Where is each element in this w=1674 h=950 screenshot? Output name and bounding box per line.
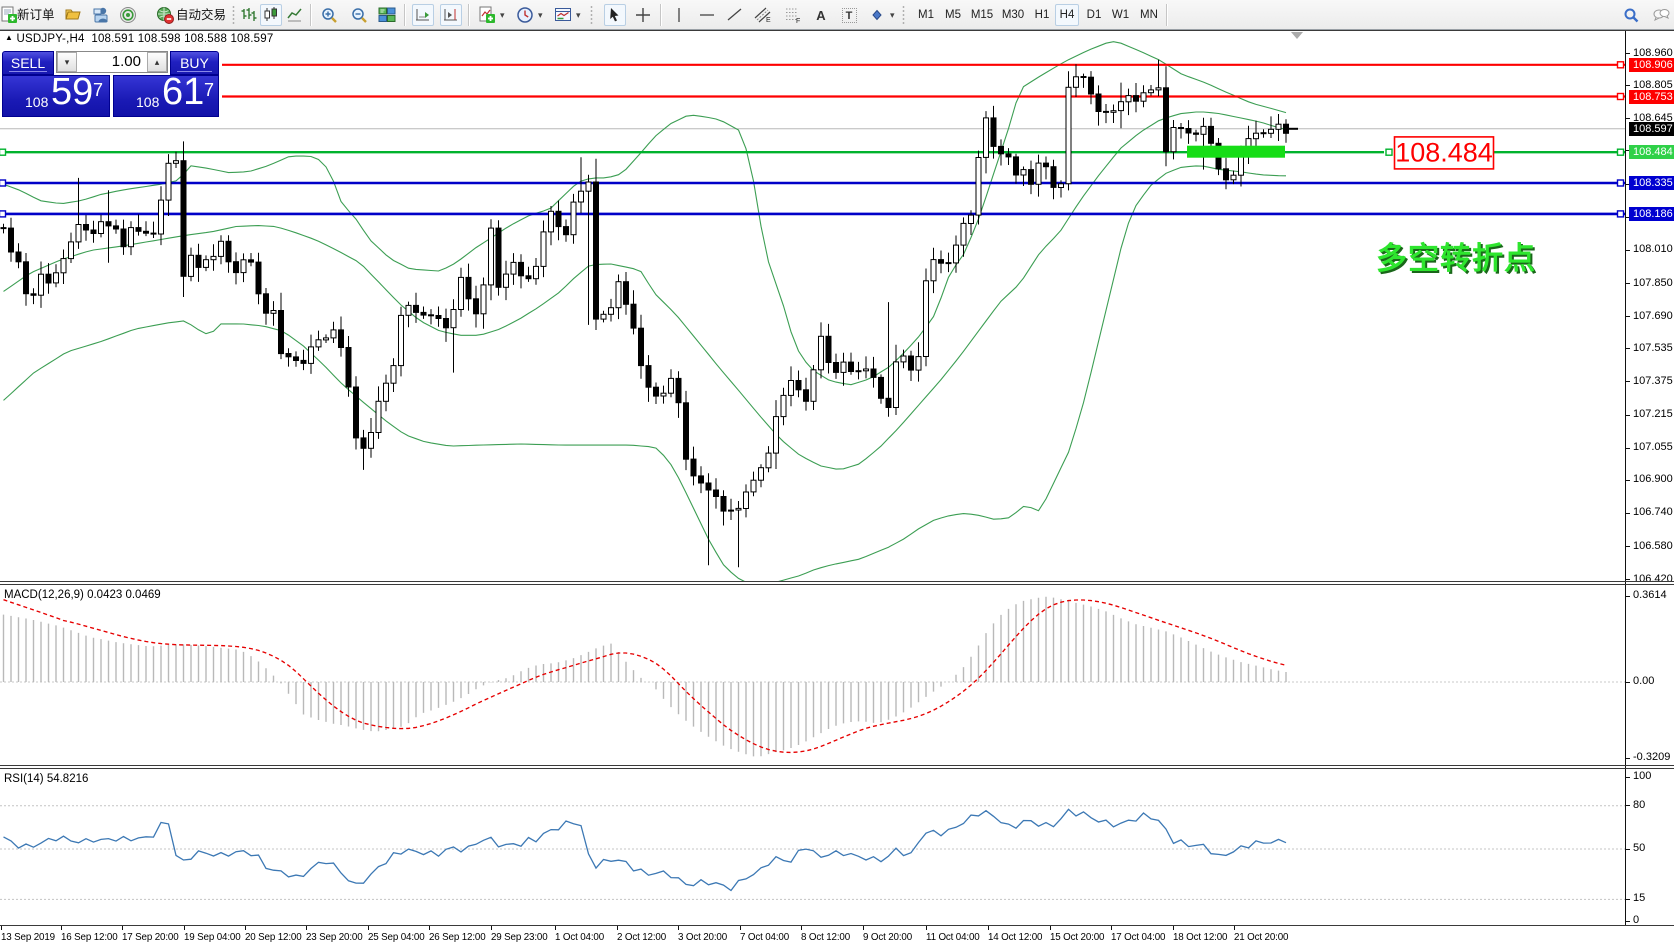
svg-text:MACD(12,26,9) 0.0423 0.0469: MACD(12,26,9) 0.0423 0.0469 <box>4 589 161 601</box>
svg-text:108.484: 108.484 <box>1395 138 1493 168</box>
svg-text:E: E <box>766 17 771 24</box>
svg-text:多空转折点: 多空转折点 <box>1378 243 1538 278</box>
svg-text:多空转折点: 多空转折点 <box>1376 241 1536 276</box>
svg-text:F: F <box>796 18 800 24</box>
svg-text:RSI(14) 54.8216: RSI(14) 54.8216 <box>4 773 88 785</box>
